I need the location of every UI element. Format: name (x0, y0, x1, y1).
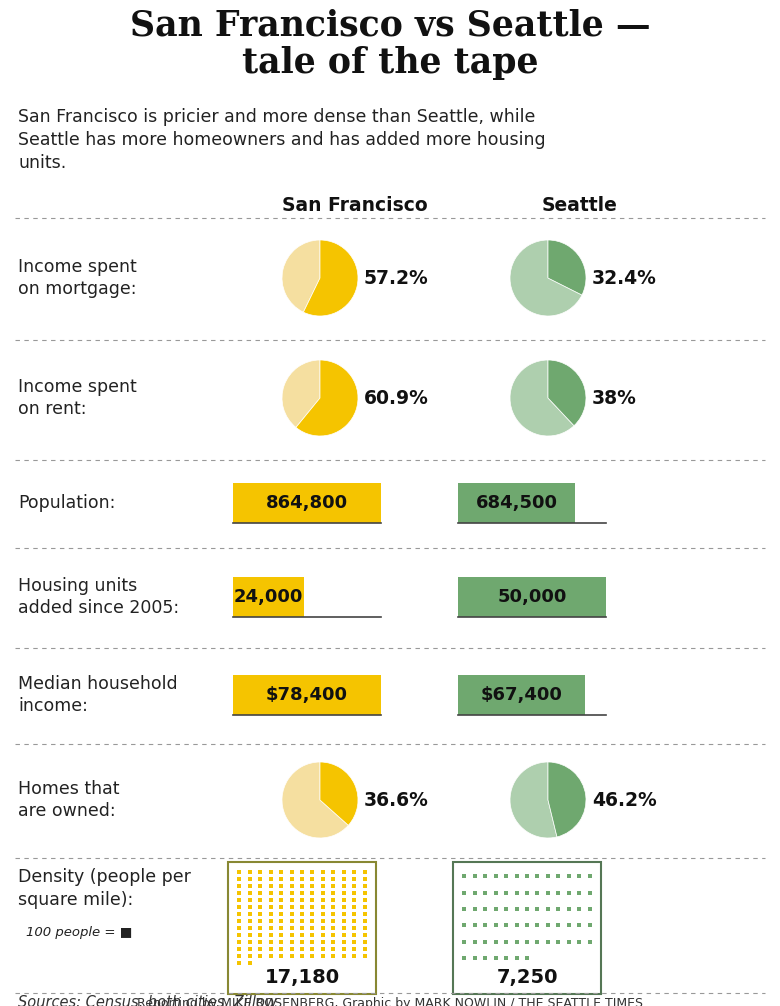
Wedge shape (303, 240, 358, 316)
Text: 57.2%: 57.2% (364, 269, 429, 288)
Bar (233, 675, 381, 715)
Text: Seattle: Seattle (542, 196, 618, 215)
Text: Income spent
on mortgage:: Income spent on mortgage: (18, 258, 136, 299)
Text: Housing units
added since 2005:: Housing units added since 2005: (18, 576, 179, 618)
Text: Sources: Census, both cities, Zillow: Sources: Census, both cities, Zillow (18, 995, 277, 1006)
Text: 7,250: 7,250 (496, 968, 558, 987)
Wedge shape (548, 762, 586, 837)
Bar (453, 862, 601, 994)
Text: $78,400: $78,400 (266, 686, 348, 704)
Bar (458, 675, 585, 715)
Text: 60.9%: 60.9% (364, 388, 429, 407)
Text: Income spent
on rent:: Income spent on rent: (18, 377, 136, 418)
Text: 17,180: 17,180 (264, 968, 339, 987)
Bar (233, 483, 381, 523)
Text: $67,400: $67,400 (480, 686, 562, 704)
Wedge shape (320, 762, 358, 825)
Wedge shape (282, 240, 320, 312)
Text: 864,800: 864,800 (266, 494, 348, 512)
Text: Reporting by MIKE ROSENBERG, Graphic by MARK NOWLIN / THE SEATTLE TIMES: Reporting by MIKE ROSENBERG, Graphic by … (137, 997, 643, 1006)
Wedge shape (510, 762, 557, 838)
Text: San Francisco: San Francisco (282, 196, 427, 215)
Wedge shape (282, 360, 320, 428)
Wedge shape (282, 762, 349, 838)
Wedge shape (510, 360, 574, 436)
Bar (228, 862, 376, 994)
Text: 46.2%: 46.2% (592, 791, 657, 810)
Wedge shape (548, 240, 586, 295)
Text: 32.4%: 32.4% (592, 269, 657, 288)
Wedge shape (548, 360, 586, 426)
Bar (233, 577, 304, 617)
Wedge shape (510, 240, 582, 316)
Wedge shape (296, 360, 358, 436)
Text: Population:: Population: (18, 494, 115, 512)
Text: 36.6%: 36.6% (364, 791, 429, 810)
Text: 24,000: 24,000 (234, 588, 303, 606)
Text: Density (people per
square mile):: Density (people per square mile): (18, 868, 191, 908)
Text: San Francisco is pricier and more dense than Seattle, while
Seattle has more hom: San Francisco is pricier and more dense … (18, 108, 546, 172)
Bar (458, 483, 575, 523)
Text: Median household
income:: Median household income: (18, 675, 178, 715)
Text: Homes that
are owned:: Homes that are owned: (18, 780, 119, 821)
Text: 684,500: 684,500 (476, 494, 558, 512)
Text: 50,000: 50,000 (498, 588, 567, 606)
Bar (458, 577, 606, 617)
Text: San Francisco vs Seattle —
tale of the tape: San Francisco vs Seattle — tale of the t… (129, 8, 651, 80)
Text: 100 people = ■: 100 people = ■ (26, 926, 133, 939)
Text: 38%: 38% (592, 388, 637, 407)
